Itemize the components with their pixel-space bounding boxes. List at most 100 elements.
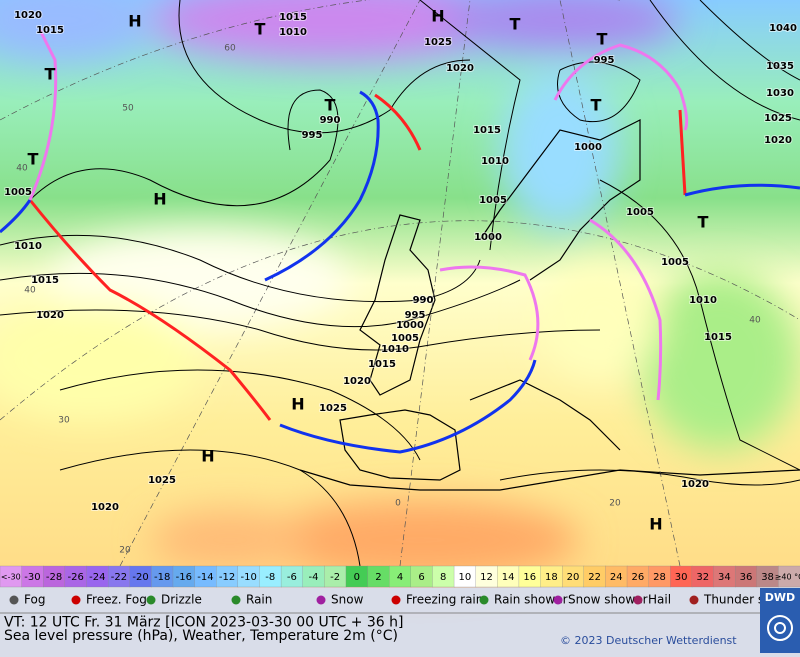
scale-label: -22 <box>111 572 127 583</box>
legend-icon <box>9 595 19 605</box>
scale-label: -24 <box>89 572 105 583</box>
lat-lon-grid <box>0 0 800 567</box>
pressure-label: 1015 <box>279 12 307 23</box>
pressure-center: T <box>698 213 709 232</box>
legend-label: Rain <box>246 593 272 607</box>
pressure-label: 1025 <box>148 475 176 486</box>
scale-label: 20 <box>567 572 580 583</box>
pressure-center: T <box>255 20 266 39</box>
pressure-label: 1010 <box>689 295 717 306</box>
scale-label: -20 <box>132 572 148 583</box>
pressure-label: 1000 <box>396 320 424 331</box>
pressure-label: 995 <box>405 310 426 321</box>
pressure-label: 1040 <box>769 23 797 34</box>
scale-label: 2 <box>375 572 381 583</box>
scale-label: -12 <box>219 572 235 583</box>
pressure-label: 990 <box>320 115 341 126</box>
pressure-label: 1005 <box>479 195 507 206</box>
legend-icon <box>316 595 326 605</box>
pressure-label: 1020 <box>36 310 64 321</box>
pressure-label: 1010 <box>14 241 42 252</box>
scale-label: 16 <box>523 572 536 583</box>
legend-icon <box>553 595 563 605</box>
pressure-label: 1020 <box>764 135 792 146</box>
scale-label: -10 <box>240 572 256 583</box>
legend-icon <box>231 595 241 605</box>
isotherm-label: 50 <box>122 104 134 114</box>
map-background <box>0 0 800 580</box>
legend-label: Freezing rain <box>406 593 483 607</box>
pressure-label: 1015 <box>31 275 59 286</box>
legend-label: Snow <box>331 593 364 607</box>
isotherm-label: 40 <box>749 316 761 326</box>
isobars <box>0 0 800 567</box>
pressure-label: 1035 <box>766 61 794 72</box>
parameters: Sea level pressure (hPa), Weather, Tempe… <box>4 628 398 644</box>
copyright: © 2023 Deutscher Wetterdienst <box>560 634 737 647</box>
pressure-center: T <box>597 30 608 49</box>
pressure-center: T <box>28 150 39 169</box>
legend-label: Drizzle <box>161 593 202 607</box>
pressure-center: T <box>510 15 521 34</box>
pressure-center: H <box>201 447 214 466</box>
legend-icon <box>633 595 643 605</box>
scale-label: 10 <box>458 572 471 583</box>
pressure-label: 995 <box>302 130 323 141</box>
scale-label: ≥40 °C <box>775 573 800 582</box>
scale-label: 24 <box>610 572 623 583</box>
scale-label: -18 <box>154 572 170 583</box>
fronts <box>0 29 800 454</box>
scale-label: 18 <box>545 572 558 583</box>
scale-label: -6 <box>287 572 297 583</box>
coastlines <box>299 119 800 491</box>
pressure-label: 1025 <box>319 403 347 414</box>
scale-cell <box>778 565 800 588</box>
pressure-label: 1020 <box>343 376 371 387</box>
scale-label: 38 <box>761 572 774 583</box>
pressure-label: 1015 <box>36 25 64 36</box>
scale-label: 36 <box>740 572 753 583</box>
isotherm-label: 30 <box>58 416 70 426</box>
pressure-label: 1015 <box>473 125 501 136</box>
legend-icon <box>71 595 81 605</box>
scale-label: -26 <box>68 572 84 583</box>
isotherm-label: 0 <box>395 499 401 509</box>
pressure-label: 1000 <box>574 142 602 153</box>
pressure-label: 1005 <box>661 257 689 268</box>
valid-time: VT: 12 UTC Fr. 31 März [ICON 2023-03-30 … <box>4 615 403 631</box>
pressure-label: 1020 <box>446 63 474 74</box>
scale-label: 12 <box>480 572 493 583</box>
pressure-label: 1005 <box>4 187 32 198</box>
pressure-label: 1010 <box>381 344 409 355</box>
logo-swirl <box>767 615 793 641</box>
map-labels: 1020 1015 1015 1010 1025 1020 995 1040 1035 1030 1… <box>3 7 798 556</box>
legend-icon <box>146 595 156 605</box>
legend-label: Rain shower <box>494 593 568 607</box>
legend-icon <box>391 595 401 605</box>
pressure-label: 1010 <box>279 27 307 38</box>
pressure-label: 1020 <box>14 10 42 21</box>
pressure-label: 1020 <box>91 502 119 513</box>
pressure-center: H <box>153 190 166 209</box>
pressure-label: 1005 <box>391 333 419 344</box>
pressure-center: T <box>45 65 56 84</box>
pressure-center: T <box>325 96 336 115</box>
scale-label: 6 <box>418 572 424 583</box>
scale-label: 0 <box>354 572 360 583</box>
pressure-label: 1015 <box>368 359 396 370</box>
dwd-logo <box>760 588 800 653</box>
pressure-label: 1020 <box>681 479 709 490</box>
isotherm-label: 20 <box>119 546 131 556</box>
legend-icon <box>689 595 699 605</box>
scale-label: 4 <box>397 572 403 583</box>
scale-label: 22 <box>588 572 601 583</box>
legend-label: Freez. Fog <box>86 593 147 607</box>
pressure-label: 990 <box>413 295 434 306</box>
scale-label: -14 <box>197 572 213 583</box>
pressure-label: 1025 <box>424 37 452 48</box>
pressure-label: 1030 <box>766 88 794 99</box>
legend-icon <box>479 595 489 605</box>
scale-label: -2 <box>330 572 340 583</box>
